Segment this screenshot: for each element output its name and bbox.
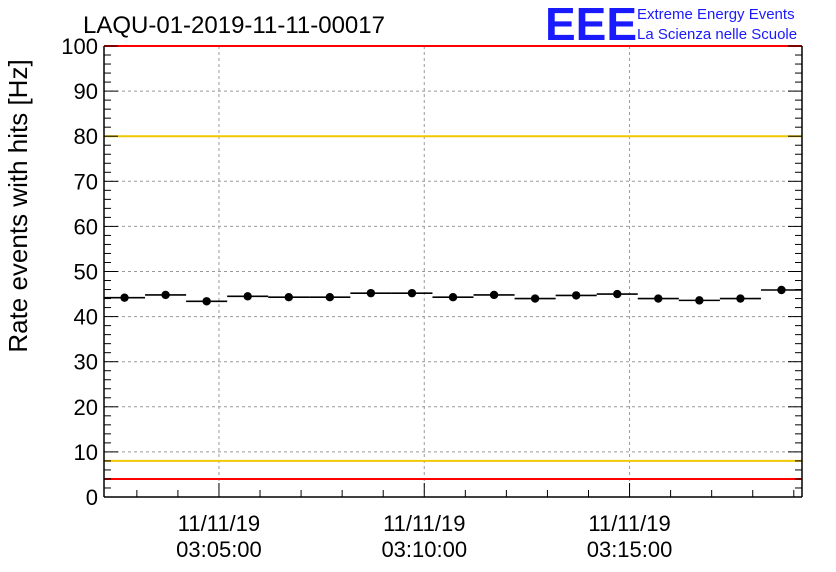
x-tick-label-time: 03:15:00 bbox=[587, 537, 673, 562]
data-point bbox=[695, 296, 704, 305]
y-axis-label: Rate events with hits [Hz] bbox=[3, 59, 33, 352]
data-point bbox=[243, 292, 252, 301]
y-tick-labels: 0 10 20 30 40 50 60 70 80 90 100 bbox=[61, 34, 98, 510]
x-tick-labels: 11/11/1903:05:0011/11/1903:10:0011/11/19… bbox=[176, 511, 672, 562]
x-tick-label-date: 11/11/19 bbox=[178, 511, 260, 536]
y-tick-label: 50 bbox=[74, 260, 98, 285]
y-tick-label: 40 bbox=[74, 305, 98, 330]
y-tick-label: 90 bbox=[74, 79, 98, 104]
data-point bbox=[325, 293, 335, 302]
x-tick-label-date: 11/11/19 bbox=[383, 511, 465, 536]
eee-logo-mark: EEE bbox=[545, 0, 637, 50]
y-tick-label: 30 bbox=[74, 350, 98, 375]
data-point bbox=[161, 290, 170, 300]
data-point bbox=[777, 285, 786, 295]
data-point bbox=[366, 288, 376, 298]
data-series bbox=[104, 285, 802, 306]
x-tick-label-date: 11/11/19 bbox=[588, 511, 670, 536]
y-tick-label: 60 bbox=[74, 214, 98, 239]
data-point bbox=[613, 289, 622, 299]
data-point bbox=[407, 288, 417, 298]
chart-title: LAQU-01-2019-11-11-00017 bbox=[83, 12, 385, 39]
data-point bbox=[120, 293, 129, 302]
x-tick-label-time: 03:05:00 bbox=[176, 537, 262, 562]
reference-lines bbox=[104, 45, 802, 480]
data-point bbox=[202, 297, 211, 306]
y-tick-label: 100 bbox=[61, 34, 98, 59]
y-tick-label: 0 bbox=[86, 485, 98, 510]
y-tick-label: 70 bbox=[74, 169, 98, 194]
eee-logo: EEE Extreme Energy Events La Scienza nel… bbox=[545, 0, 797, 50]
data-point bbox=[284, 293, 293, 302]
logo-subtitle-line1: Extreme Energy Events bbox=[637, 6, 795, 23]
grid bbox=[104, 46, 802, 497]
logo-subtitle-line2: La Scienza nelle Scuole bbox=[637, 26, 797, 43]
x-tick-label-time: 03:10:00 bbox=[381, 537, 467, 562]
data-point bbox=[489, 290, 499, 300]
data-point bbox=[571, 291, 581, 300]
y-tick-label: 10 bbox=[74, 440, 98, 465]
axes bbox=[103, 45, 803, 498]
data-point bbox=[736, 294, 745, 303]
data-point bbox=[654, 294, 663, 303]
y-tick-label: 80 bbox=[74, 124, 98, 149]
data-point bbox=[448, 293, 458, 302]
data-point bbox=[530, 294, 540, 303]
y-tick-label: 20 bbox=[74, 395, 98, 420]
